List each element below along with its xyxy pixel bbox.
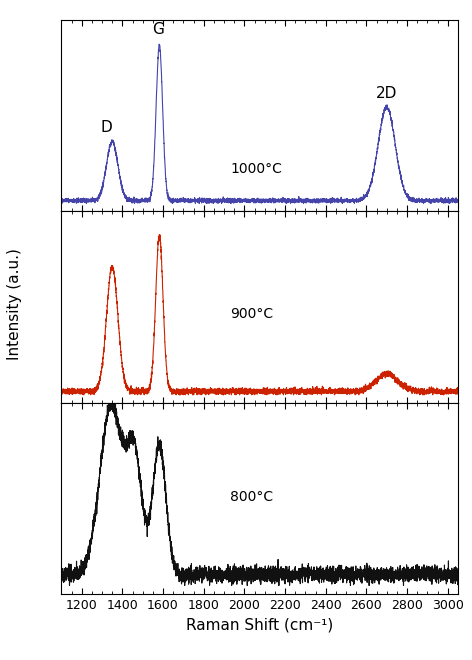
Text: 1000°C: 1000°C	[230, 162, 282, 176]
X-axis label: Raman Shift (cm⁻¹): Raman Shift (cm⁻¹)	[186, 617, 333, 632]
Text: Intensity (a.u.): Intensity (a.u.)	[7, 248, 22, 360]
Text: G: G	[152, 22, 164, 37]
Text: D: D	[100, 120, 112, 135]
Text: 900°C: 900°C	[230, 307, 273, 321]
Text: 2D: 2D	[376, 86, 397, 101]
Text: 800°C: 800°C	[230, 490, 273, 504]
